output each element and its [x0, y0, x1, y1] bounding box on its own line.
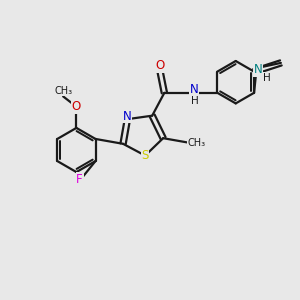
Text: N: N [190, 83, 199, 96]
Text: O: O [155, 59, 164, 72]
Text: H: H [263, 73, 271, 82]
Text: O: O [72, 100, 81, 113]
Text: N: N [123, 110, 132, 123]
Text: F: F [76, 173, 83, 186]
Text: S: S [142, 149, 149, 162]
Text: CH₃: CH₃ [54, 85, 72, 95]
Text: CH₃: CH₃ [188, 138, 206, 148]
Text: N: N [254, 63, 262, 76]
Text: H: H [190, 96, 198, 106]
